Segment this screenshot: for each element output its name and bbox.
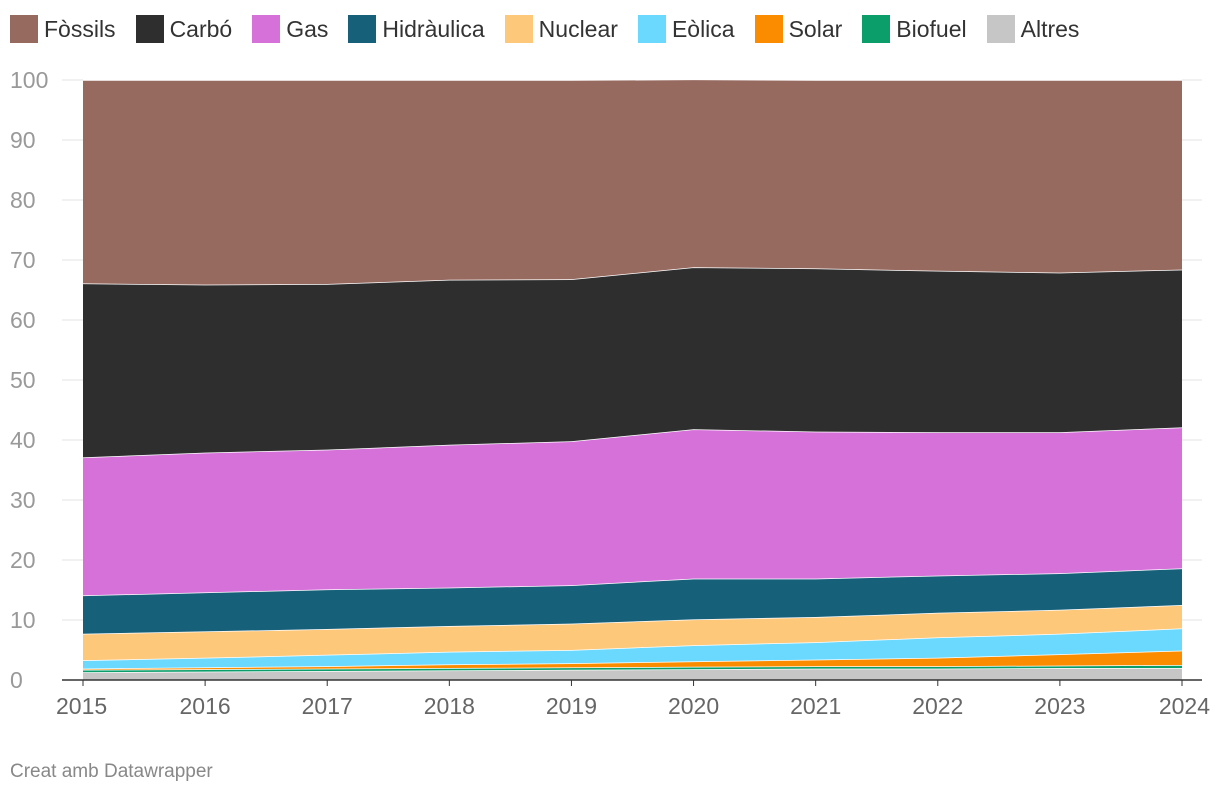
x-tick-label: 2016 (180, 693, 231, 719)
legend-item-hidraulica: Hidràulica (348, 15, 485, 43)
y-tick-label: 70 (10, 247, 36, 273)
chart-areas (82, 78, 1183, 680)
y-axis: 0 10 20 30 40 50 60 70 80 90 100 (10, 67, 48, 693)
legend-swatch (10, 15, 38, 43)
legend-item-solar: Solar (754, 15, 843, 43)
x-tick-label: 2021 (790, 693, 841, 719)
legend-swatch (986, 15, 1015, 43)
legend-swatch (637, 15, 666, 43)
legend-swatch (135, 15, 164, 43)
x-tick-label: 2022 (912, 693, 963, 719)
credit-text: Creat amb Datawrapper (10, 761, 213, 782)
legend-item-eolica: Eòlica (637, 15, 735, 43)
area-gas (83, 427, 1182, 596)
legend-item-fossils: Fòssils (10, 15, 116, 43)
legend-label: Biofuel (896, 15, 967, 42)
legend-label: Hidràulica (382, 15, 485, 42)
area-hidraulica (83, 568, 1182, 634)
legend-label: Fòssils (44, 15, 116, 42)
y-tick-label: 30 (10, 487, 36, 513)
legend-label: Nuclear (538, 15, 618, 42)
y-tick-label: 80 (10, 187, 36, 213)
area-solar (83, 650, 1182, 670)
y-tick-label: 0 (10, 667, 23, 693)
x-tick-label: 2020 (668, 693, 719, 719)
x-tick-label: 2015 (56, 693, 107, 719)
legend-item-carbo: Carbó (135, 15, 233, 43)
legend-swatch (252, 15, 281, 43)
legend-item-nuclear: Nuclear (504, 15, 618, 43)
legend-label: Altres (1020, 15, 1080, 42)
y-tick-label: 50 (10, 367, 36, 393)
y-tick-label: 90 (10, 127, 36, 153)
x-tick-label: 2018 (424, 693, 475, 719)
legend-label: Solar (788, 15, 843, 42)
y-tick-label: 20 (10, 547, 36, 573)
legend-swatch (754, 15, 783, 43)
x-tick-label: 2023 (1034, 693, 1085, 719)
x-axis: 2015 2016 2017 2018 2019 2020 2021 2022 2023 2024 (56, 679, 1210, 719)
y-tick-label: 40 (10, 427, 36, 453)
chart-legend: Fòssils Carbó Gas Hidràulica Nuclear Eòlica So… (10, 12, 1210, 46)
x-tick-label: 2017 (302, 693, 353, 719)
legend-item-gas: Gas (252, 15, 328, 43)
y-tick-label: 60 (10, 307, 36, 333)
legend-item-biofuel: Biofuel (862, 15, 967, 43)
legend-swatch (348, 15, 377, 43)
y-tick-label: 10 (10, 607, 36, 633)
area-eolica (83, 628, 1182, 669)
area-edge-hidraulica (82, 567, 1183, 597)
area-edge-fossils (83, 78, 1182, 81)
area-nuclear (83, 605, 1182, 661)
legend-label: Eòlica (671, 15, 735, 42)
area-fossils (83, 79, 1182, 285)
legend-label: Gas (286, 15, 329, 42)
x-tick-label: 2024 (1159, 693, 1210, 719)
y-tick-label: 100 (10, 67, 48, 93)
legend-swatch (862, 15, 891, 43)
legend-item-altres: Altres (986, 15, 1080, 43)
x-tick-label: 2019 (546, 693, 597, 719)
area-carbo (83, 267, 1182, 458)
legend-swatch (504, 15, 533, 43)
legend-label: Carbó (169, 15, 233, 42)
